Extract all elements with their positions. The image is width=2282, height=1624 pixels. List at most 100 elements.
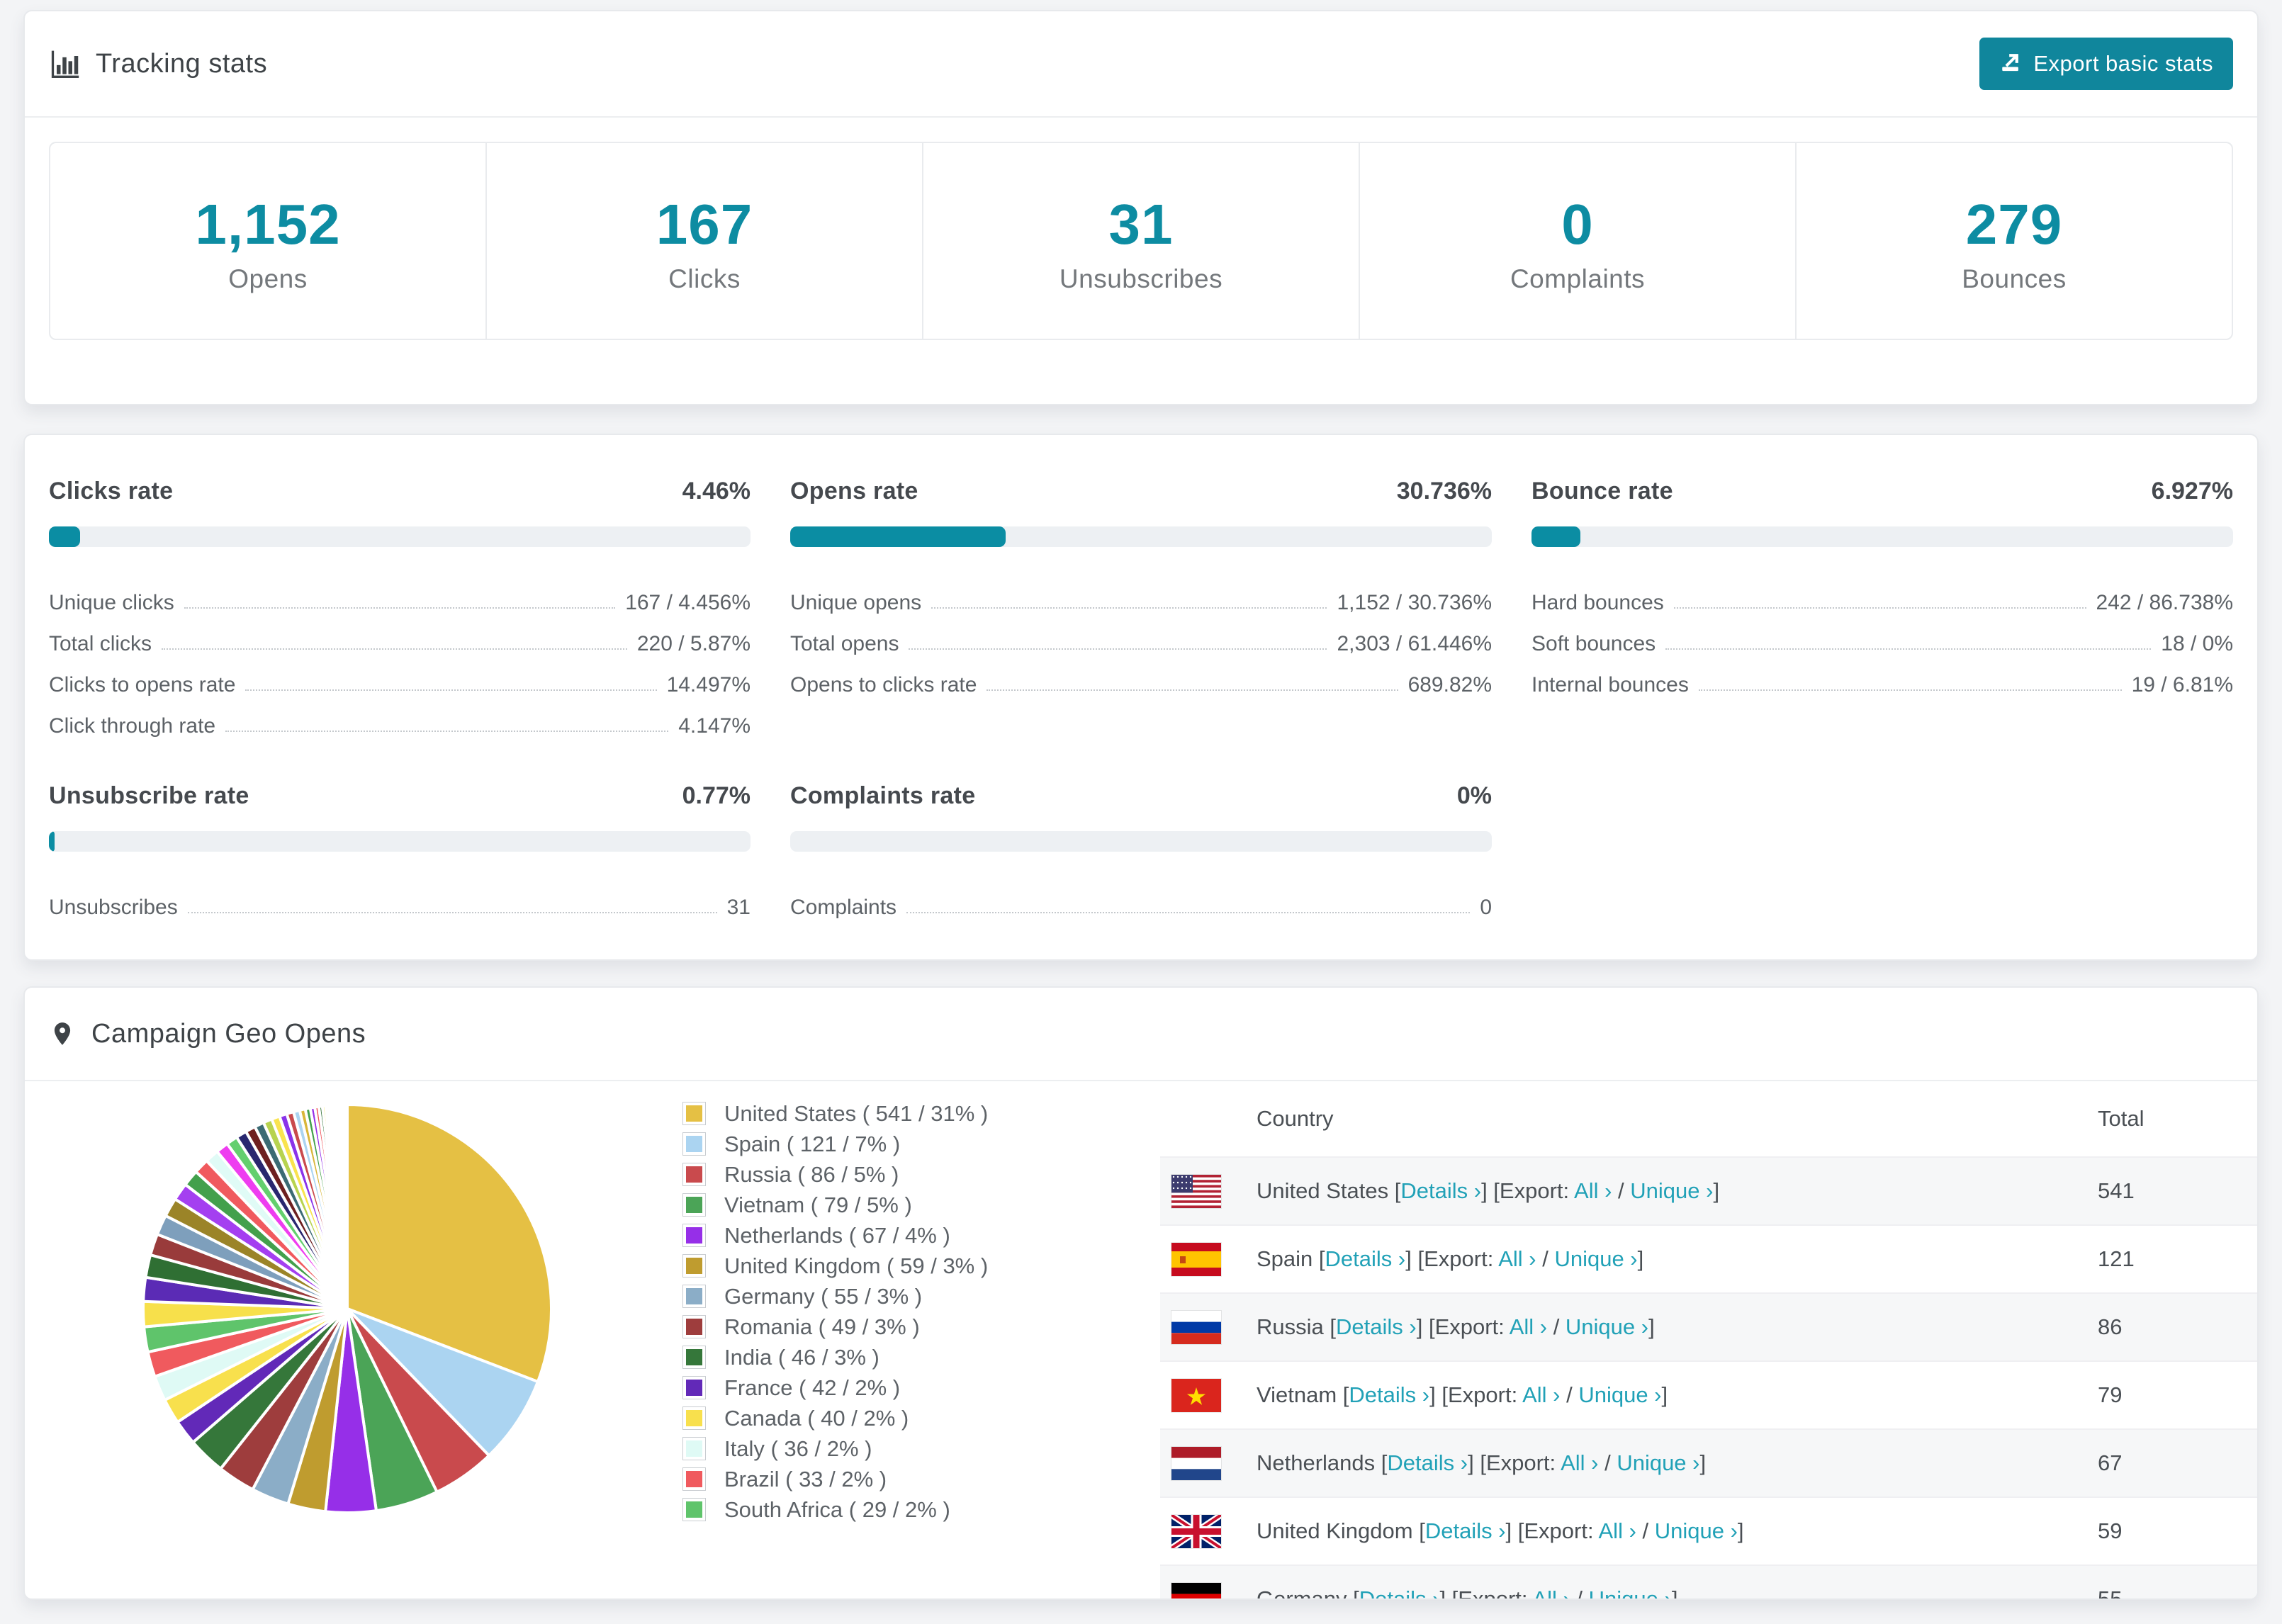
country-total: 541 (2098, 1178, 2135, 1203)
pie-legend: United States ( 541 / 31% ) Spain ( 121 … (682, 1098, 1023, 1525)
export-unique-link[interactable]: Unique › (1630, 1178, 1714, 1203)
stat-box: 1,152 Opens (50, 143, 485, 339)
dotted-leader (245, 689, 657, 691)
stat-label: Complaints (1510, 264, 1646, 293)
details-link[interactable]: Details › (1325, 1246, 1406, 1271)
legend-item: India ( 46 / 3% ) (682, 1342, 1023, 1372)
rate-title: Bounce rate (1531, 478, 1673, 504)
rates-grid: Clicks rate 4.46% Unique clicks 167 / 4.… (49, 478, 2233, 920)
details-link[interactable]: Details › (1424, 1518, 1506, 1543)
export-unique-link[interactable]: Unique › (1554, 1246, 1638, 1271)
legend-item: Italy ( 36 / 2% ) (682, 1433, 1023, 1464)
tracking-stats-card: Tracking stats Export basic stats 1,152 … (23, 10, 2259, 405)
dotted-leader (1698, 689, 2122, 691)
legend-swatch (682, 1285, 706, 1308)
legend-swatch (682, 1163, 706, 1186)
export-all-link[interactable]: All › (1532, 1586, 1570, 1600)
rate-title: Clicks rate (49, 478, 174, 504)
country-flag-icon (1171, 1581, 1222, 1598)
legend-swatch (682, 1376, 706, 1399)
country-flag-icon (1171, 1309, 1222, 1345)
rate-value: 4.46% (682, 478, 751, 504)
legend-item: France ( 42 / 2% ) (682, 1372, 1023, 1403)
rate-detail-label: Total clicks (49, 632, 152, 655)
rate-value: 0% (1456, 782, 1492, 809)
export-all-link[interactable]: All › (1574, 1178, 1612, 1203)
stat-value: 0 (1561, 193, 1594, 256)
export-all-link[interactable]: All › (1498, 1246, 1536, 1271)
stat-value: 279 (1965, 193, 2063, 256)
geo-table-row: Netherlands [Details ›] [Export: All › /… (1160, 1428, 2257, 1496)
details-link[interactable]: Details › (1387, 1450, 1468, 1475)
rate-detail-row: Unsubscribes 31 (49, 879, 751, 920)
legend-item: Canada ( 40 / 2% ) (682, 1403, 1023, 1433)
export-word: Export: (1447, 1382, 1518, 1407)
rate-detail-label: Click through rate (49, 714, 216, 738)
country-column-header: Country (1257, 1106, 1334, 1131)
rate-detail-value: 0 (1480, 896, 1492, 919)
legend-swatch (682, 1467, 706, 1491)
rate-detail-value: 31 (726, 896, 751, 919)
export-unique-link[interactable]: Unique › (1617, 1450, 1700, 1475)
export-basic-stats-button[interactable]: Export basic stats (1979, 38, 2233, 90)
export-unique-link[interactable]: Unique › (1578, 1382, 1662, 1407)
rate-detail-label: Soft bounces (1531, 632, 1656, 655)
geo-title: Campaign Geo Opens (49, 1016, 366, 1051)
rate-detail-row: Unique clicks 167 / 4.456% (49, 574, 751, 615)
rate-detail-row: Complaints 0 (790, 879, 1492, 920)
export-unique-link[interactable]: Unique › (1654, 1518, 1738, 1543)
details-link[interactable]: Details › (1359, 1586, 1440, 1600)
rate-block: Complaints rate 0% Complaints 0 (790, 782, 1492, 920)
export-unique-link[interactable]: Unique › (1588, 1586, 1672, 1600)
country-total: 59 (2098, 1518, 2123, 1543)
export-unique-link[interactable]: Unique › (1565, 1314, 1649, 1339)
rate-progress-fill (1531, 526, 1580, 547)
export-all-link[interactable]: All › (1509, 1314, 1548, 1339)
export-all-link[interactable]: All › (1561, 1450, 1599, 1475)
geo-table-row: United States [Details ›] [Export: All ›… (1160, 1156, 2257, 1224)
rate-detail-row: Soft bounces 18 / 0% (1531, 615, 2233, 656)
export-all-link[interactable]: All › (1598, 1518, 1636, 1543)
legend-label: United States ( 541 / 31% ) (724, 1100, 989, 1126)
country-name: Russia (1257, 1314, 1324, 1339)
stat-box: 31 Unsubscribes (922, 143, 1359, 339)
rate-detail-row: Total clicks 220 / 5.87% (49, 615, 751, 656)
stat-label: Clicks (668, 264, 741, 293)
details-link[interactable]: Details › (1400, 1178, 1482, 1203)
rate-detail-value: 220 / 5.87% (636, 632, 751, 655)
geo-country-table: Country Total United States [Details ›] … (1160, 1081, 2257, 1600)
country-flag-icon (1171, 1513, 1222, 1549)
geo-table-row: Germany [Details ›] [Export: All › / Uni… (1160, 1564, 2257, 1600)
dotted-leader (162, 648, 627, 650)
legend-label: Vietnam ( 79 / 5% ) (724, 1192, 912, 1217)
country-name: Germany (1257, 1586, 1347, 1600)
rate-block: Bounce rate 6.927% Hard bounces 242 / 86… (1531, 478, 2233, 738)
rate-title: Complaints rate (790, 782, 976, 809)
export-all-link[interactable]: All › (1522, 1382, 1561, 1407)
stat-value: 1,152 (195, 193, 341, 256)
country-name: United States (1257, 1178, 1389, 1203)
rate-progress-bar (49, 526, 751, 547)
export-word: Export: (1499, 1178, 1570, 1203)
dotted-leader (987, 689, 1398, 691)
details-link[interactable]: Details › (1336, 1314, 1417, 1339)
rate-block: Clicks rate 4.46% Unique clicks 167 / 4.… (49, 478, 751, 738)
country-total: 86 (2098, 1314, 2123, 1339)
rate-detail-value: 242 / 86.738% (2096, 591, 2234, 614)
rate-detail-value: 4.147% (678, 714, 751, 738)
geo-table-rows: United States [Details ›] [Export: All ›… (1160, 1156, 2257, 1600)
rate-detail-label: Unique opens (790, 591, 922, 614)
legend-label: Brazil ( 33 / 2% ) (724, 1466, 887, 1492)
page-title: Tracking stats (96, 48, 268, 79)
country-name: Vietnam (1257, 1382, 1337, 1407)
dotted-leader (184, 607, 616, 609)
details-link[interactable]: Details › (1349, 1382, 1430, 1407)
country-total: 121 (2098, 1246, 2135, 1271)
rate-title: Opens rate (790, 478, 918, 504)
rate-progress-bar (1531, 526, 2233, 547)
campaign-geo-opens-card: Campaign Geo Opens United States ( 541 /… (23, 986, 2259, 1600)
rate-detail-label: Clicks to opens rate (49, 673, 236, 697)
rate-detail-label: Hard bounces (1531, 591, 1664, 614)
export-word: Export: (1458, 1586, 1528, 1600)
